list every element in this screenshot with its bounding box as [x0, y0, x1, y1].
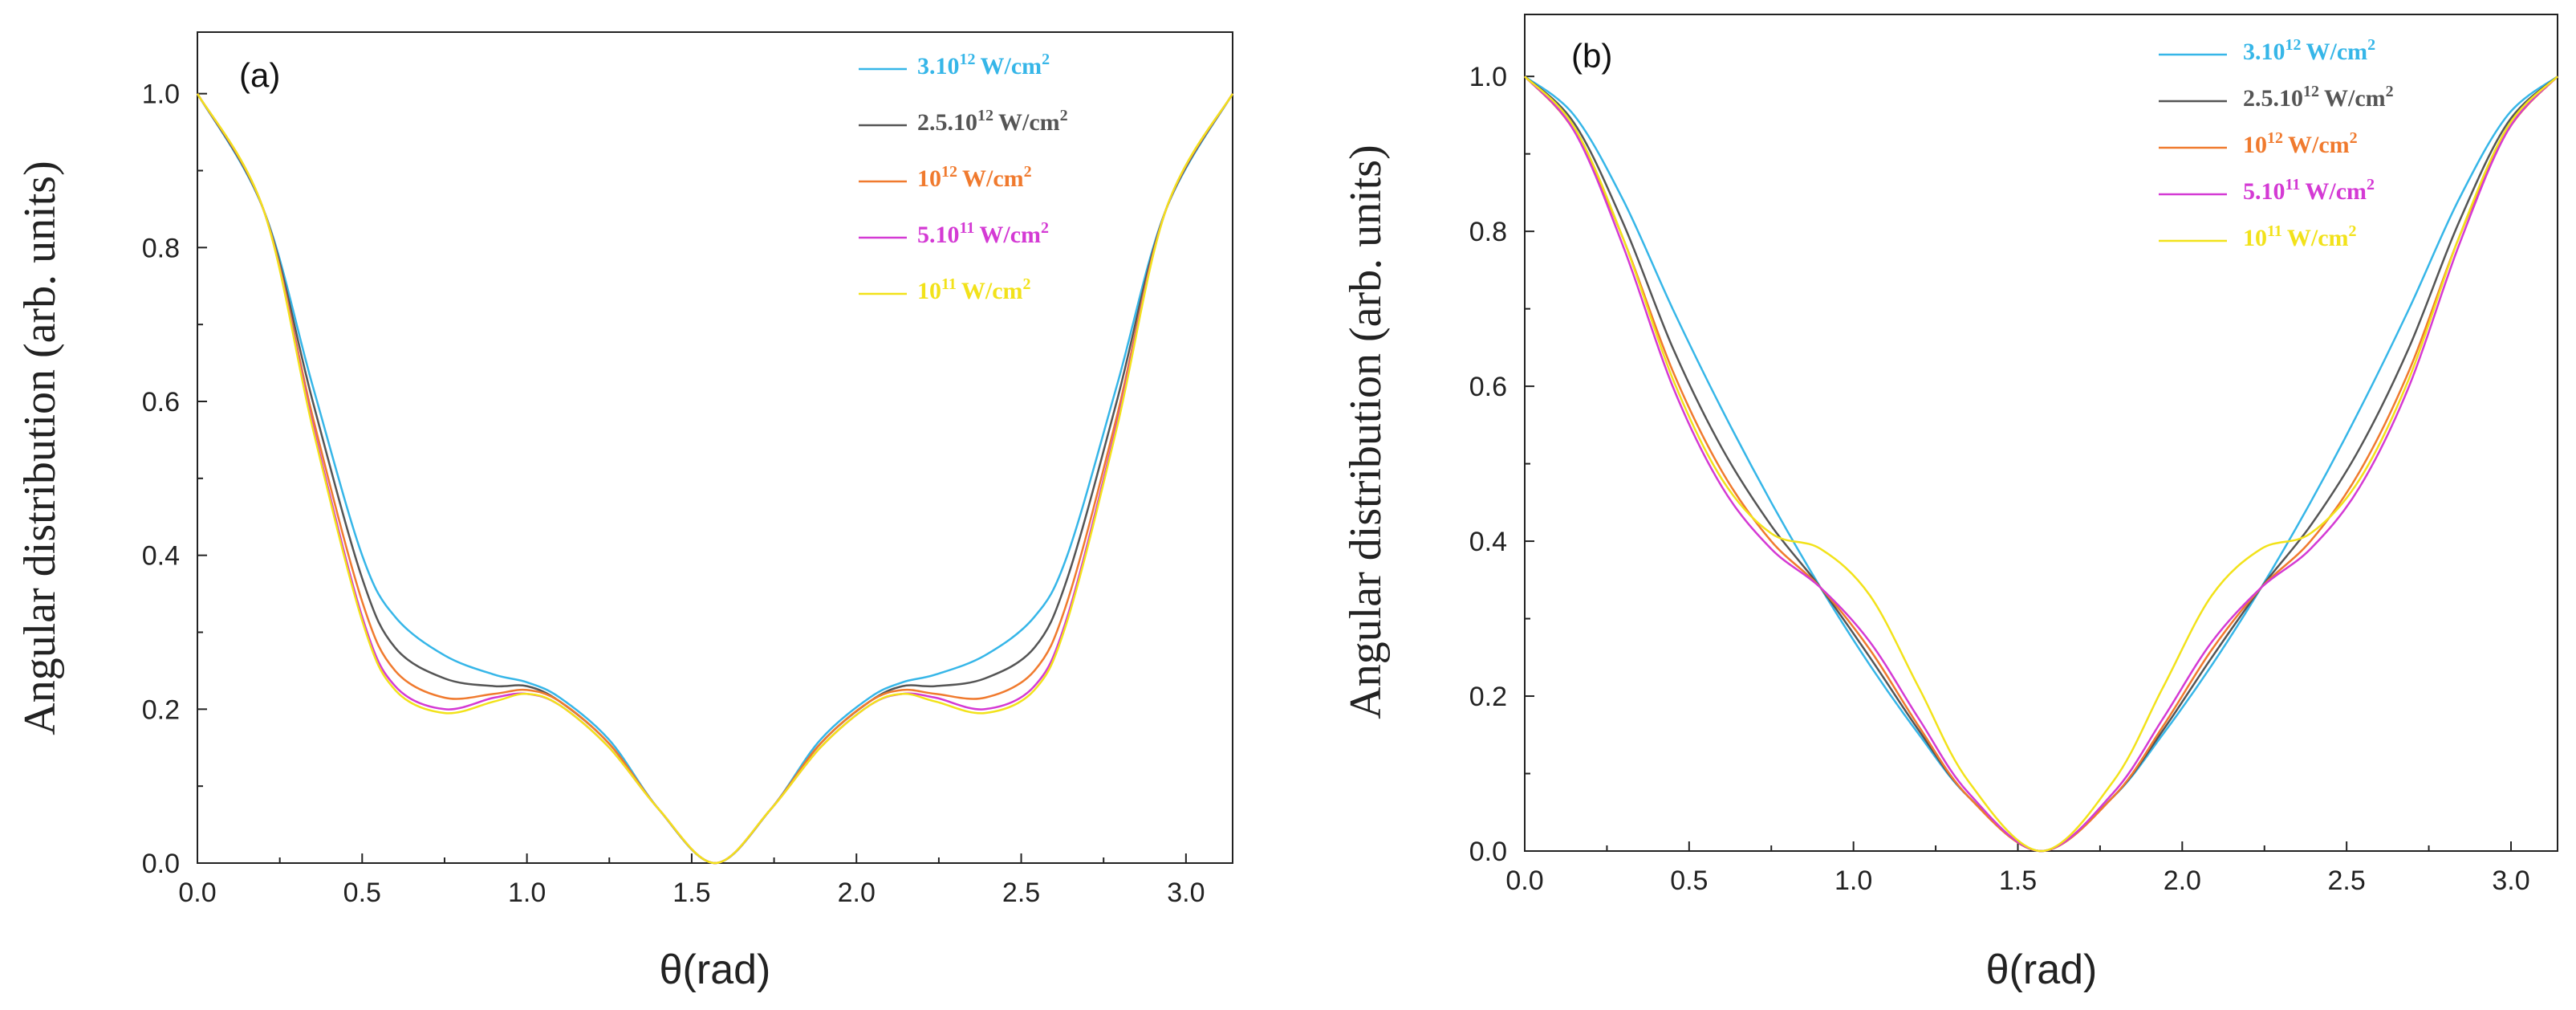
legend-base: 3.10	[2243, 39, 2285, 65]
legend-base: 10	[2243, 132, 2267, 158]
legend-unit: W/cm	[2287, 225, 2349, 251]
y-tick-label: 0.4	[1469, 527, 1507, 557]
series-line-b-0	[1524, 75, 2558, 853]
legend-entry: 3.1012 W/cm2	[917, 51, 1050, 79]
panel-label-b: (b)	[1571, 37, 1612, 75]
legend-unit-exponent: 2	[1060, 107, 1068, 124]
y-tick-label: 0.6	[1469, 372, 1507, 402]
legend-base: 5.10	[917, 222, 960, 248]
legend-exponent: 11	[2267, 222, 2282, 240]
series-line-b-2	[1524, 75, 2558, 853]
series-line-a-0	[196, 93, 1234, 865]
series-line-a-2	[196, 93, 1234, 865]
legend-entry: 2.5.1012 W/cm2	[917, 107, 1068, 136]
legend-exponent: 11	[941, 275, 957, 293]
legend-base: 5.10	[2243, 178, 2285, 205]
series-line-b-1	[1524, 75, 2558, 853]
legend-unit: W/cm	[2324, 85, 2386, 112]
legend-exponent: 12	[977, 107, 993, 124]
x-tick-label: 1.5	[1999, 865, 2037, 896]
x-tick-label: 2.0	[2164, 865, 2201, 896]
x-tick-label: 1.0	[1834, 865, 1872, 896]
series-line-a-3	[196, 93, 1234, 865]
legend-unit-exponent: 2	[1041, 219, 1049, 237]
y-tick-label: 0.0	[1469, 837, 1507, 867]
series-line-a-1	[196, 93, 1234, 865]
legend-unit: W/cm	[962, 165, 1024, 192]
x-tick-label: 3.0	[1167, 878, 1205, 908]
legend-base: 10	[917, 278, 941, 304]
legend-entry: 1012 W/cm2	[917, 163, 1032, 192]
legend-base: 10	[2243, 225, 2267, 251]
series-line-a-4	[196, 93, 1234, 865]
y-tick-label: 0.2	[142, 694, 180, 725]
legend-exponent: 11	[2285, 176, 2301, 193]
y-tick-label: 0.6	[142, 387, 180, 417]
legend-entry: 5.1011 W/cm2	[917, 219, 1049, 248]
legend-exponent: 12	[960, 51, 976, 68]
chart-panel-b: 0.0 0.5 1.0 1.5 2.0 2.5 3.00.00.20.40.60.81.0 …	[1341, 14, 2558, 993]
legend-entry: 1012 W/cm2	[2243, 129, 2358, 158]
legend-unit-exponent: 2	[1024, 163, 1032, 181]
y-axis-title-b: Angular distribution (arb. units)	[1341, 145, 1391, 719]
panel-label-a: (a)	[239, 56, 280, 94]
x-tick-label: 1.0	[508, 878, 546, 908]
legend-unit: W/cm	[979, 222, 1041, 248]
legend-entry: 1011 W/cm2	[2243, 222, 2357, 251]
legend-unit-exponent: 2	[2367, 36, 2375, 54]
x-tick-label: 0.0	[178, 878, 216, 908]
legend-unit-exponent: 2	[2350, 129, 2358, 147]
series-line-b-3	[1524, 75, 2558, 853]
chart-panel-a: 0.0 0.5 1.0 1.5 2.0 2.5 3.00.00.20.40.60.81.0 …	[15, 31, 1234, 993]
y-axis-title-a: Angular distribution (arb. units)	[15, 161, 65, 735]
x-tick-label: 2.5	[2328, 865, 2366, 896]
x-tick-label: 0.0	[1505, 865, 1543, 896]
x-axis-title-b: θ(rad)	[1986, 947, 2098, 993]
legend-unit-exponent: 2	[1023, 275, 1031, 293]
y-tick-label: 1.0	[1469, 62, 1507, 92]
legend-unit: W/cm	[2306, 39, 2368, 65]
y-tick-label: 0.8	[1469, 217, 1507, 247]
legend-unit: W/cm	[2305, 178, 2367, 205]
y-tick-label: 0.4	[142, 541, 180, 572]
legend-exponent: 12	[2267, 129, 2283, 147]
legend-unit-exponent: 2	[2386, 83, 2394, 100]
legend-unit-exponent: 2	[1042, 51, 1050, 68]
y-tick-label: 1.0	[142, 79, 180, 110]
legend-entry: 3.1012 W/cm2	[2243, 36, 2375, 65]
legend-exponent: 11	[960, 219, 975, 237]
legend-base: 2.5.10	[2243, 85, 2303, 112]
y-tick-label: 0.2	[1469, 682, 1507, 712]
plot-frame-b	[1524, 14, 2558, 852]
plot-frame-a	[197, 31, 1233, 864]
x-axis-title-a: θ(rad)	[660, 947, 771, 993]
x-tick-label: 3.0	[2492, 865, 2529, 896]
legend-unit: W/cm	[2288, 132, 2350, 158]
x-tick-label: 2.0	[838, 878, 876, 908]
legend-exponent: 12	[941, 163, 957, 181]
x-tick-label: 2.5	[1002, 878, 1040, 908]
y-tick-label: 0.0	[142, 849, 180, 879]
legend-exponent: 12	[2285, 36, 2302, 54]
x-tick-label: 1.5	[672, 878, 710, 908]
legend-base: 10	[917, 165, 941, 192]
legend-unit-exponent: 2	[2349, 222, 2357, 240]
legend-base: 2.5.10	[917, 109, 977, 136]
legend-unit: W/cm	[998, 109, 1060, 136]
legend-unit-exponent: 2	[2367, 176, 2375, 193]
legend-entry: 5.1011 W/cm2	[2243, 176, 2375, 205]
series-line-b-4	[1524, 75, 2558, 853]
legend-base: 3.10	[917, 53, 960, 79]
legend-entry: 2.5.1012 W/cm2	[2243, 83, 2394, 112]
x-tick-label: 0.5	[1670, 865, 1708, 896]
legend-entry: 1011 W/cm2	[917, 275, 1031, 304]
x-tick-label: 0.5	[343, 878, 381, 908]
legend-unit: W/cm	[981, 53, 1042, 79]
legend-unit: W/cm	[961, 278, 1023, 304]
y-tick-label: 0.8	[142, 233, 180, 263]
legend-exponent: 12	[2303, 83, 2319, 100]
